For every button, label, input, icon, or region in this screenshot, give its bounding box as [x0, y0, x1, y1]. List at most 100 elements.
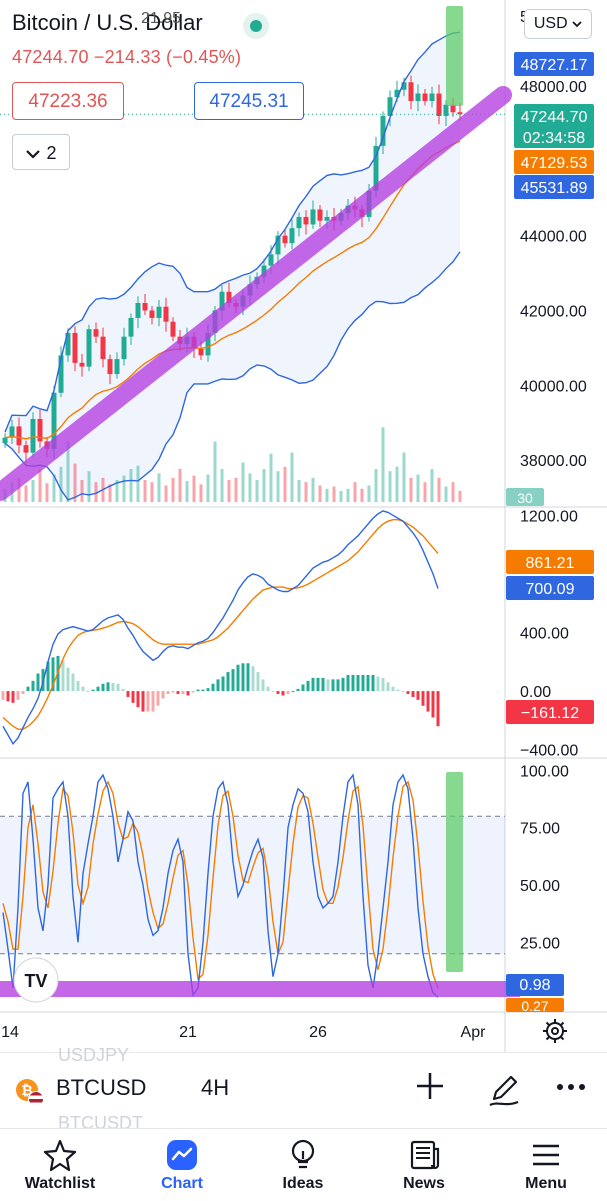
macd-histogram-bar — [206, 688, 210, 692]
buy-price-button[interactable]: 47245.31 — [194, 82, 304, 120]
currency-value: USD — [533, 15, 568, 32]
candle-body — [373, 145, 379, 191]
macd-histogram-bar — [341, 677, 345, 692]
candle-body — [65, 332, 71, 356]
volume-bar — [52, 474, 56, 502]
nav-chart[interactable]: Chart — [122, 1129, 242, 1201]
volume-bar — [87, 471, 91, 502]
time-axis-tick: 14 — [1, 1024, 19, 1041]
volume-bar — [269, 453, 273, 502]
macd-histogram-bar — [101, 683, 105, 692]
drawing-tools-button[interactable] — [484, 1069, 524, 1109]
indicators-count: 2 — [46, 143, 57, 163]
star-icon — [43, 1139, 77, 1172]
gear-icon[interactable] — [543, 1019, 567, 1043]
macd-histogram-bar — [6, 691, 10, 702]
bollinger-upper-label-bg — [514, 52, 594, 76]
indicators-collapse-toggle[interactable]: 2 — [12, 134, 70, 170]
add-indicator-button[interactable] — [413, 1069, 447, 1103]
stochastic-d-label: 0.27 — [521, 998, 548, 1014]
nav-watchlist[interactable]: Watchlist — [0, 1129, 120, 1201]
volume-bar — [45, 483, 49, 502]
candle-body — [457, 112, 463, 115]
stochastic-axis-tick: 50.00 — [520, 878, 560, 895]
nav-menu[interactable]: Menu — [486, 1129, 606, 1201]
macd-histogram-bar — [121, 688, 125, 692]
volume-bar — [213, 441, 217, 502]
currency-select[interactable]: USD — [524, 9, 592, 39]
macd-histogram-bar — [116, 683, 120, 692]
price-axis-tick: 48000.00 — [520, 79, 587, 96]
more-options-button[interactable] — [553, 1069, 589, 1105]
macd-histogram-bar — [1, 691, 5, 700]
volume-bar — [115, 480, 119, 502]
candle-body — [268, 254, 274, 266]
candle-body — [114, 359, 120, 375]
macd-histogram-bar — [156, 691, 160, 706]
macd-histogram-bar — [71, 673, 75, 692]
volume-bar — [451, 482, 455, 502]
volume-bar — [164, 485, 168, 502]
macd-line — [2, 510, 439, 746]
volume-bar — [381, 427, 385, 502]
candle-body — [443, 104, 449, 116]
stochastic-axis-tick: 75.00 — [520, 821, 560, 838]
candle-body — [135, 303, 141, 318]
interval-selector[interactable]: 4H — [201, 1075, 230, 1100]
volume-bar — [248, 473, 252, 502]
macd-histogram-bar — [306, 680, 310, 692]
candle-body — [9, 426, 15, 438]
time-axis-tick: 21 — [179, 1024, 197, 1041]
volume-bar — [395, 466, 399, 502]
more-icon — [557, 1084, 585, 1090]
symbol-selector[interactable]: BTCUSD — [56, 1075, 147, 1100]
volume-bar — [94, 482, 98, 502]
macd-histogram-bar — [106, 682, 110, 692]
stochastic-k-line — [2, 773, 439, 998]
nav-watchlist-label: Watchlist — [24, 1175, 96, 1192]
macd-histogram-bar — [391, 686, 395, 692]
volume-bar — [360, 488, 364, 502]
volume-bar — [374, 469, 378, 502]
chart-area[interactable]: 48000.00 44000.00 42000.00 40000.00 38000.00… — [0, 0, 607, 1052]
candle-body — [37, 418, 43, 442]
candle-body — [387, 97, 393, 116]
macd-histogram-bar — [336, 679, 340, 692]
nav-ideas-label: Ideas — [282, 1175, 324, 1192]
macd-histogram-bar — [251, 666, 255, 692]
nav-ideas[interactable]: Ideas — [243, 1129, 363, 1201]
candle-body — [128, 317, 134, 337]
macd-histogram-bar — [276, 691, 280, 695]
candle-body — [450, 104, 456, 113]
candle-body — [436, 93, 442, 116]
nav-news-label: News — [403, 1175, 445, 1192]
stochastic-d-line — [2, 780, 439, 989]
market-open-indicator — [243, 13, 269, 39]
price-axis-tick: 40000.00 — [520, 378, 587, 395]
macd-histogram-bar — [151, 691, 155, 712]
lightbulb-icon — [291, 1139, 315, 1169]
volume-bar — [318, 485, 322, 502]
volume-bar — [122, 475, 126, 502]
price-axis-tick: 42000.00 — [520, 303, 587, 320]
volume-bar — [150, 482, 154, 502]
volume-bar — [38, 469, 42, 502]
volume-bar — [346, 488, 350, 502]
bollinger-lower-line — [4, 251, 461, 501]
newspaper-icon — [410, 1140, 440, 1170]
volume-bar — [430, 469, 434, 502]
volume-bar — [199, 484, 203, 502]
macd-histogram-bar — [111, 683, 115, 692]
candle-body — [261, 265, 267, 277]
volume-bar — [283, 466, 287, 502]
volume-bar — [143, 480, 147, 502]
prev-symbol-ghost: USDJPY — [58, 1045, 130, 1065]
macd-histogram-bar — [216, 679, 220, 692]
volume-bar — [332, 486, 336, 502]
volume-bar — [416, 474, 420, 502]
sell-price-button[interactable]: 47223.36 — [12, 82, 124, 120]
us-flag-icon — [28, 1091, 44, 1107]
volume-bar — [129, 469, 133, 502]
currency-chevron-icon — [572, 15, 582, 32]
nav-news[interactable]: News — [364, 1129, 484, 1201]
